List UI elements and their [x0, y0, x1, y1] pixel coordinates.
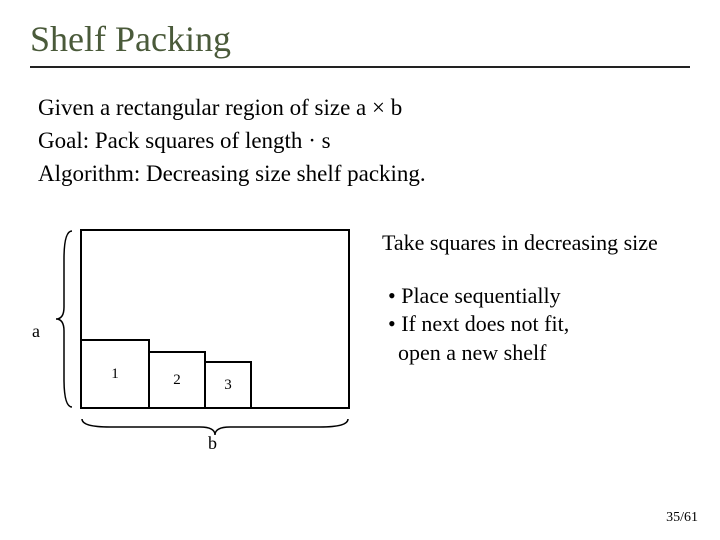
square-3: 3 — [204, 361, 252, 409]
lower-section: a 1 2 3 b Take squares in decreasing siz… — [30, 229, 690, 469]
right-heading: Take squares in decreasing size — [382, 229, 658, 258]
slide-title: Shelf Packing — [30, 18, 690, 60]
body-line-3: Algorithm: Decreasing size shelf packing… — [38, 158, 690, 189]
slide: Shelf Packing Given a rectangular region… — [0, 0, 720, 540]
square-2: 2 — [148, 351, 206, 409]
brace-left — [50, 229, 76, 409]
body-line-2: Goal: Pack squares of length · s — [38, 125, 690, 156]
bullet-2b: open a new shelf — [382, 339, 658, 368]
page-number: 35/61 — [666, 510, 698, 526]
bullet-list: Place sequentially If next does not fit, — [382, 282, 658, 339]
a-label: a — [32, 321, 40, 342]
bullet-2a: If next does not fit, — [388, 310, 658, 339]
body-line-1-expr: a × b — [356, 95, 402, 120]
body-line-2-post: s — [316, 128, 331, 153]
square-2-label: 2 — [173, 372, 181, 389]
brace-bottom-wrap: b — [80, 417, 350, 457]
square-1-label: 1 — [111, 366, 119, 383]
body-line-2-pre: Goal: Pack squares of length — [38, 128, 308, 153]
square-3-label: 3 — [224, 377, 232, 394]
body-line-1-pre: Given a rectangular region of size — [38, 95, 356, 120]
diagram: a 1 2 3 b — [36, 229, 366, 469]
title-underline — [30, 66, 690, 68]
bullet-1: Place sequentially — [388, 282, 658, 311]
b-label: b — [208, 433, 217, 454]
outer-rect: 1 2 3 — [80, 229, 350, 409]
right-text: Take squares in decreasing size Place se… — [382, 229, 658, 367]
leq-symbol: · — [308, 128, 316, 153]
body-text: Given a rectangular region of size a × b… — [38, 92, 690, 189]
body-line-1: Given a rectangular region of size a × b — [38, 92, 690, 123]
square-1: 1 — [80, 339, 150, 409]
diagram-inner: 1 2 3 — [80, 229, 350, 409]
